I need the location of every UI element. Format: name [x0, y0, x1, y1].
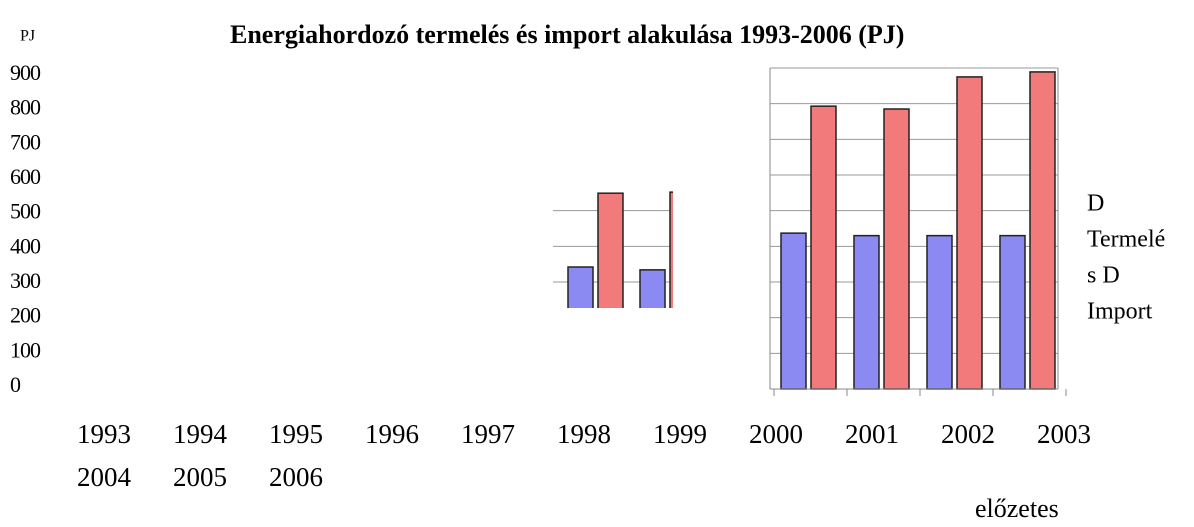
- legend-text: Import: [1087, 299, 1153, 325]
- y-tick-label: 700: [10, 129, 41, 154]
- y-tick-label: 600: [10, 164, 41, 189]
- y-tick-label: 500: [10, 199, 41, 224]
- x-tick-label: 1996: [365, 419, 419, 449]
- x-tick-label: 2006: [269, 462, 323, 492]
- bar: [567, 266, 594, 308]
- x-tick-label: 1998: [557, 419, 611, 449]
- note: előzetes: [975, 494, 1059, 523]
- bar: [780, 232, 807, 390]
- legend-text: s D: [1087, 263, 1120, 289]
- y-tick-label: 900: [10, 60, 41, 85]
- bar: [669, 191, 673, 308]
- x-tick-label: 1999: [653, 419, 707, 449]
- legend-text: D: [1087, 191, 1104, 217]
- bar: [926, 234, 953, 390]
- x-tick-label: 2002: [941, 419, 995, 449]
- y-tick-label: 300: [10, 268, 41, 293]
- y-unit: PJ: [20, 28, 35, 45]
- x-tick-label: 2004: [77, 462, 132, 492]
- x-tick-label: 2005: [173, 462, 227, 492]
- x-tick-label: 1994: [173, 419, 228, 449]
- x-tick-label: 2003: [1037, 419, 1091, 449]
- x-tick-label: 1993: [77, 419, 131, 449]
- bar: [810, 105, 837, 390]
- bar: [1029, 71, 1056, 390]
- bar: [639, 269, 666, 308]
- x-tick-label: 2000: [749, 419, 803, 449]
- legend-text: Termelé: [1087, 227, 1165, 253]
- x-tick-label: 2001: [845, 419, 899, 449]
- chart-title: Energiahordozó termelés és import alakul…: [230, 20, 905, 49]
- bar: [956, 76, 983, 390]
- y-tick-label: 100: [10, 337, 41, 362]
- y-tick-label: 800: [10, 95, 41, 120]
- y-tick-label: 0: [10, 372, 21, 397]
- y-tick-label: 200: [10, 303, 41, 328]
- bar: [999, 234, 1026, 390]
- bar: [597, 192, 624, 308]
- plot-area: [770, 67, 1058, 390]
- x-tick-label: 1997: [461, 419, 515, 449]
- plot-fragment: [553, 191, 673, 308]
- y-tick-label: 400: [10, 233, 41, 258]
- x-tick-label: 1995: [269, 419, 323, 449]
- bar: [853, 234, 880, 390]
- bar: [883, 108, 910, 390]
